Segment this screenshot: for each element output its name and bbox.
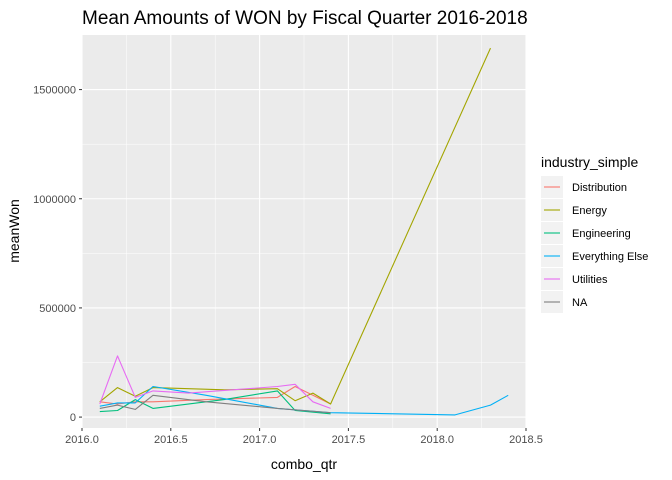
y-tick-label: 1000000 (33, 194, 76, 206)
legend-label-na: NA (572, 297, 588, 309)
x-tick-label: 2018.5 (509, 434, 543, 446)
legend-label-distribution: Distribution (572, 182, 627, 194)
x-tick-label: 2017.5 (332, 434, 366, 446)
grid-lines (81, 35, 527, 428)
x-axis-title: combo_qtr (271, 456, 337, 472)
legend-title: industry_simple (541, 154, 638, 170)
series-line-engineering (99, 390, 331, 415)
legend-items: Distribution Energy Engineering Everything … (541, 176, 648, 313)
y-tick-label: 1500000 (33, 85, 76, 97)
legend-label-energy: Energy (572, 205, 607, 217)
legend-label-utilities: Utilities (572, 274, 608, 286)
legend-label-engineering: Engineering (572, 228, 631, 240)
y-tick-label: 0 (70, 412, 76, 424)
legend-label-everything-else: Everything Else (572, 251, 648, 263)
series-line-everything-else (99, 385, 509, 416)
series-line-energy (99, 47, 492, 405)
x-tick-label: 2016.5 (154, 434, 188, 446)
legend: industry_simple Distribution Energy Engine… (541, 154, 648, 313)
series-line-na (99, 394, 331, 414)
x-tick-label: 2016.0 (65, 434, 99, 446)
x-tick-label: 2018.0 (420, 434, 454, 446)
x-tick-label: 2017.0 (243, 434, 277, 446)
series-line-utilities (99, 355, 331, 409)
y-axis-title: meanWon (6, 199, 22, 263)
chart-title: Mean Amounts of WON by Fiscal Quarter 20… (82, 8, 528, 29)
axes: 2016.0 2016.5 2017.0 2017.5 2018.0 2018.5 0 500… (33, 85, 543, 446)
series-lines (99, 47, 509, 416)
y-tick-label: 500000 (39, 303, 76, 315)
